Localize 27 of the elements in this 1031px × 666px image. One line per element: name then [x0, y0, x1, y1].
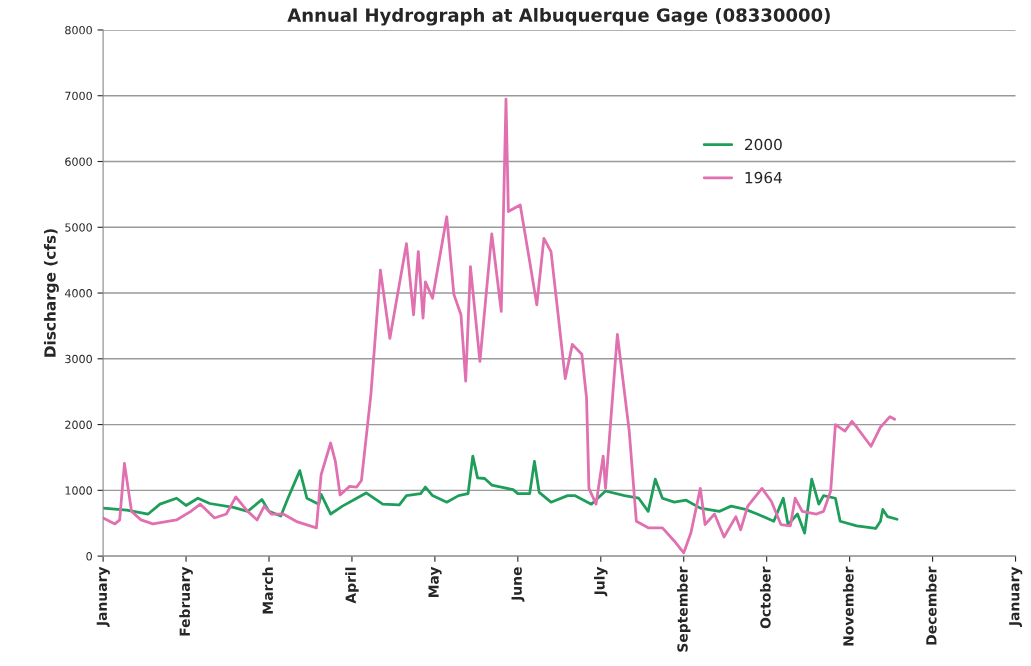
x-tick-label: January — [96, 566, 110, 627]
y-tick-label: 8000 — [65, 25, 92, 35]
x-tick-label: January — [1009, 566, 1023, 627]
x-tick-label: November — [842, 566, 854, 646]
legend-label: 2000 — [745, 138, 782, 151]
x-tick-label: April — [345, 567, 359, 604]
y-tick-label: 6000 — [65, 157, 92, 166]
line-series — [103, 454, 899, 535]
legend-label: 1964 — [745, 171, 782, 184]
x-tick-label: December — [925, 566, 937, 645]
y-axis-title: Discharge (cfs) — [43, 229, 59, 357]
y-tick-label: 5000 — [65, 223, 92, 232]
y-tick-label: 1000 — [65, 486, 92, 495]
chart-title: Annual Hydrograph at Albuquerque Gage (08330000) — [287, 7, 830, 26]
x-tick-label: June — [511, 567, 525, 602]
x-tick-label: September — [677, 566, 691, 652]
x-tick-label: February — [179, 566, 193, 636]
x-tick-label: May — [428, 566, 442, 598]
y-tick-label: 4000 — [64, 289, 92, 298]
y-tick-label: 2000 — [65, 420, 92, 429]
x-tick-label: October — [759, 566, 771, 629]
x-tick-label: March — [262, 567, 274, 614]
x-tick-label: July — [594, 566, 608, 597]
line-series — [103, 97, 897, 555]
y-tick-label: 7000 — [65, 91, 92, 101]
y-tick-label: 0 — [86, 552, 92, 561]
y-tick-label: 3000 — [65, 354, 92, 364]
